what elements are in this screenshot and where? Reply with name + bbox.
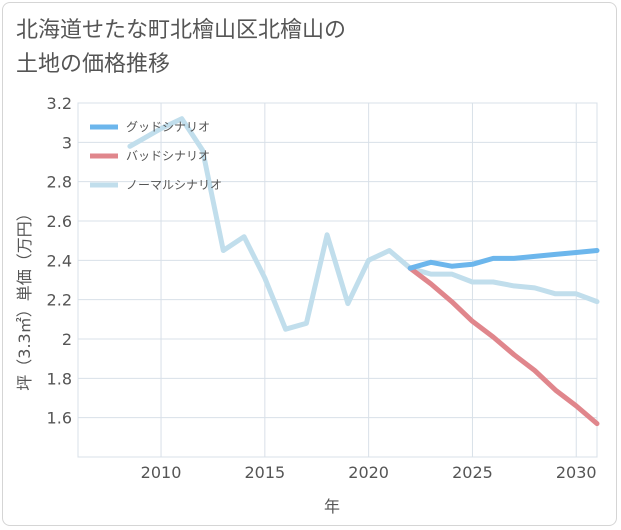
y-tick-label: 2.6 (47, 212, 72, 231)
y-tick-label: 1.6 (47, 409, 72, 428)
legend-item-bad: バッドシナリオ (90, 149, 210, 163)
x-tick-label: 2030 (556, 463, 597, 482)
chart-title: 北海道せたな町北檜山区北檜山の 土地の価格推移 (16, 18, 347, 77)
y-tick-label: 3.2 (47, 94, 72, 113)
y-tick-label: 1.8 (47, 369, 72, 388)
x-axis-ticks: 2010 2015 2020 2025 2030 (141, 463, 597, 482)
y-axis-label: 坪（3.3㎡）単価（万円） (15, 205, 34, 390)
legend-item-good: グッドシナリオ (90, 120, 210, 134)
series-lines (127, 116, 600, 427)
normal-scenario-line (127, 116, 600, 332)
y-tick-label: 2.8 (47, 173, 72, 192)
legend-item-normal: ノーマルシナリオ (90, 178, 222, 192)
legend-label: バッドシナリオ (126, 149, 210, 163)
x-tick-label: 2020 (348, 463, 389, 482)
legend-label: グッドシナリオ (126, 120, 210, 134)
good-scenario-line (407, 248, 600, 271)
y-axis-ticks: 1.6 1.8 2 2.2 2.4 2.6 2.8 3 3.2 (47, 94, 72, 428)
y-tick-label: 2.2 (47, 291, 72, 310)
x-tick-label: 2025 (452, 463, 493, 482)
y-tick-label: 2.4 (47, 251, 72, 270)
grid (77, 102, 598, 458)
y-tick-label: 2 (62, 330, 72, 349)
x-axis-label: 年 (324, 497, 340, 516)
x-tick-label: 2015 (244, 463, 285, 482)
y-tick-label: 3 (62, 133, 72, 152)
legend-label: ノーマルシナリオ (126, 178, 222, 192)
bad-scenario-line (407, 265, 600, 427)
chart-card (2, 2, 617, 526)
x-tick-label: 2010 (141, 463, 182, 482)
